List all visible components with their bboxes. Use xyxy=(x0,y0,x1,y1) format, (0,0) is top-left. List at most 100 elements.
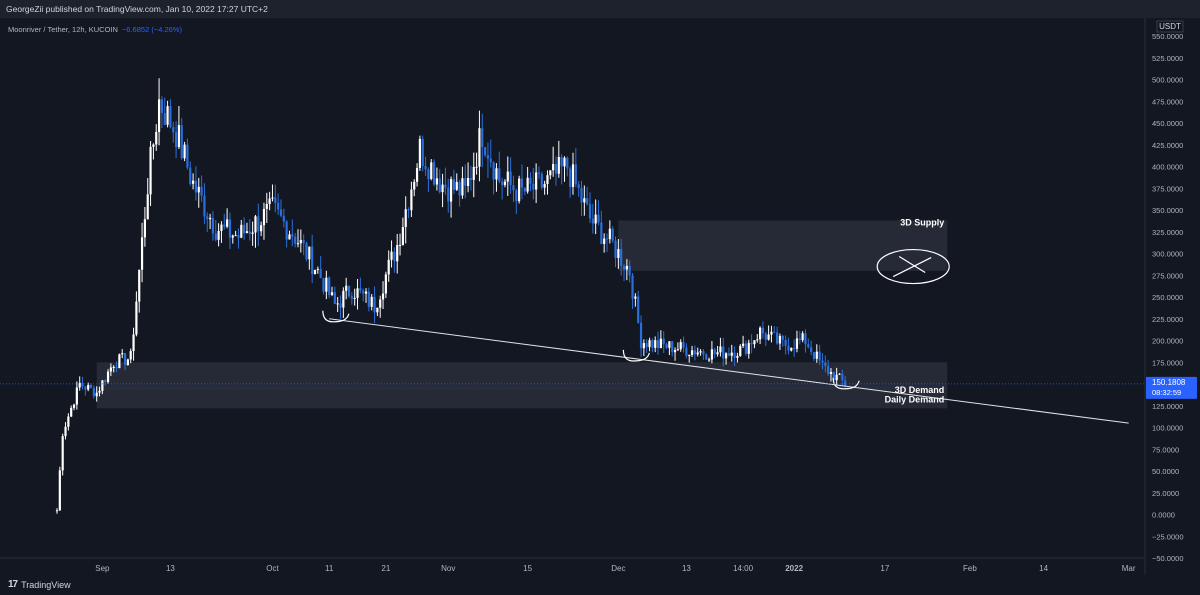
candle-body xyxy=(518,178,521,202)
candle-body xyxy=(356,288,359,298)
candle-body xyxy=(603,238,606,244)
candle-body xyxy=(656,340,660,349)
candle-body xyxy=(260,225,263,232)
candle-body xyxy=(381,293,385,300)
change-label: −6.6852 (−4.26%) xyxy=(121,25,182,34)
candle-body xyxy=(444,184,447,188)
candle-body xyxy=(424,166,427,170)
candle-body xyxy=(554,163,558,174)
candle-body xyxy=(214,233,217,240)
candle-body xyxy=(367,291,370,307)
candle-body xyxy=(739,346,742,356)
tradingview-logo[interactable]: 17 TradingView xyxy=(8,579,71,590)
y-tick-label: 100.0000 xyxy=(1152,424,1183,433)
y-tick-label: 525.0000 xyxy=(1152,54,1183,63)
candle-body xyxy=(614,240,617,258)
bracket-annotation xyxy=(322,310,350,323)
candle-body xyxy=(166,106,169,125)
candle-body xyxy=(812,352,816,359)
current-price-tag xyxy=(1146,376,1197,399)
candle-body xyxy=(342,290,345,308)
x-tick-label: 14:00 xyxy=(733,564,754,573)
zone-label-3d-supply: 3D Supply xyxy=(900,218,944,228)
x-tick-label: Mar xyxy=(1122,564,1136,573)
y-tick-label: 350.0000 xyxy=(1152,206,1183,215)
candle-body xyxy=(265,204,268,209)
candle-body xyxy=(546,175,549,184)
candle-body xyxy=(387,259,390,275)
candle-body xyxy=(353,297,356,299)
candle-body xyxy=(776,332,779,344)
candle-body xyxy=(724,353,728,359)
candle-body xyxy=(540,173,543,188)
candle-body xyxy=(464,178,467,186)
candle-body xyxy=(257,216,260,232)
candle-body xyxy=(421,138,424,167)
y-tick-label: 500.0000 xyxy=(1152,76,1183,85)
y-tick-label: 275.0000 xyxy=(1152,271,1183,280)
candle-body xyxy=(70,407,73,417)
y-tick-label: 300.0000 xyxy=(1152,250,1183,259)
candle-body xyxy=(560,156,563,167)
candle-body xyxy=(798,338,801,341)
candle-body xyxy=(770,331,773,335)
candle-body xyxy=(781,335,784,340)
candle-body xyxy=(370,296,373,307)
candle-body xyxy=(413,181,416,190)
candle-body xyxy=(719,346,722,353)
candle-body xyxy=(75,387,78,405)
zone-3d-supply xyxy=(618,220,948,271)
x-tick-label: 14 xyxy=(1039,564,1048,573)
candle-body xyxy=(393,251,396,262)
candle-body xyxy=(543,183,546,188)
candle-body xyxy=(736,355,739,358)
candle-body xyxy=(693,350,696,355)
candle-body xyxy=(172,127,175,133)
candle-body xyxy=(659,338,662,349)
candle-body xyxy=(810,347,813,353)
candle-body xyxy=(645,343,648,348)
candle-body xyxy=(608,228,611,240)
candle-body xyxy=(200,186,203,196)
brand-label: TradingView xyxy=(21,579,71,590)
candle-body xyxy=(84,386,87,390)
candle-body xyxy=(254,216,257,233)
candle-body xyxy=(432,162,436,185)
chart-area[interactable]: USDT 550.0000 525.0000 500.0000 475.0000 450.… xyxy=(0,18,1200,575)
candle-body xyxy=(594,214,597,224)
candle-body xyxy=(733,352,736,358)
candle-body xyxy=(319,268,322,279)
candle-body xyxy=(815,351,818,359)
candle-body xyxy=(744,343,748,354)
tradingview-logo-icon: 17 xyxy=(8,579,18,590)
y-tick-label: 75.0000 xyxy=(1152,445,1179,454)
candle-body xyxy=(138,269,141,302)
candle-body xyxy=(526,177,529,192)
candle-body xyxy=(455,181,458,190)
candle-body xyxy=(274,197,277,203)
symbol-legend: Moonriver / Tether, 12h, KUCOIN −6.6852 (… xyxy=(8,25,182,34)
candle-body xyxy=(628,265,631,276)
candle-body xyxy=(821,360,824,363)
candle-body xyxy=(55,510,59,512)
candle-body xyxy=(291,234,294,237)
y-tick-label: 550.0000 xyxy=(1152,32,1183,41)
candle-body xyxy=(571,164,575,187)
candle-body xyxy=(756,339,759,341)
candle-body xyxy=(591,218,594,224)
candle-body xyxy=(132,334,135,352)
candle-body xyxy=(294,236,297,244)
candle-body xyxy=(690,350,694,355)
candle-body xyxy=(58,470,61,511)
candle-body xyxy=(503,181,507,186)
candle-body xyxy=(617,249,620,258)
candle-body xyxy=(588,203,592,219)
candle-body xyxy=(787,345,790,351)
candle-body xyxy=(501,181,504,186)
candle-body xyxy=(78,382,81,388)
candle-body xyxy=(469,178,473,180)
candle-body xyxy=(271,197,274,199)
candle-body xyxy=(688,354,691,356)
y-tick-label: 400.0000 xyxy=(1152,163,1183,172)
